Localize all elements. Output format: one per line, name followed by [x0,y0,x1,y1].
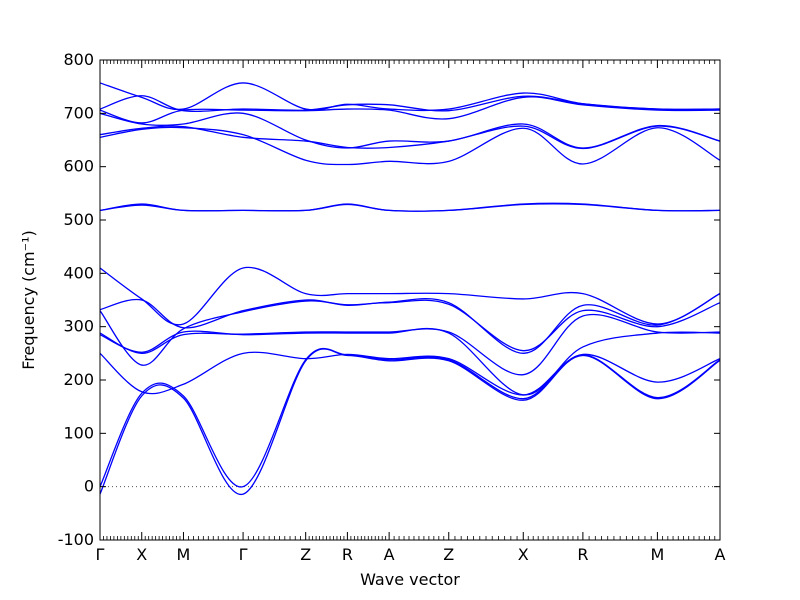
x-tick-label: Γ [239,545,248,564]
y-tick-label: 200 [63,370,94,389]
band-line-4 [99,112,721,149]
band-line-9 [99,266,721,326]
band-line-13 [99,327,721,396]
band-line-5 [99,125,721,150]
band-line-11 [99,299,721,366]
band-line-15 [99,347,721,488]
band-line-8 [99,203,721,212]
x-tick-label: A [715,545,726,564]
x-tick-label: X [136,545,147,564]
x-tick-label: X [518,545,529,564]
y-tick-label: 400 [63,263,94,282]
x-tick-label: R [342,545,353,564]
series-layer [99,82,721,495]
plot-frame [99,59,721,541]
band-line-12 [99,313,721,376]
y-tick-label: -100 [58,530,94,549]
y-tick-label: 800 [63,50,94,69]
y-tick-label: 500 [63,210,94,229]
band-line-14 [99,351,721,396]
x-tick-label: M [650,545,664,564]
y-tick-label: 300 [63,317,94,336]
axis-layer: -100 0 100 200 300 400 500 600 700 800 Γ X M Γ Z R A Z X R M… [58,50,726,564]
y-tick-label: 100 [63,423,94,442]
x-tick-label: Z [300,545,311,564]
x-tick-label: Γ [96,545,105,564]
x-tick-label: Z [443,545,454,564]
x-tick-label: A [384,545,395,564]
x-tick-label: R [577,545,588,564]
y-axis-label: Frequency (cm⁻¹) [19,230,38,369]
band-line-7 [99,202,721,212]
x-tick-label: M [177,545,191,564]
band-line-3 [99,96,721,124]
y-tick-label: 0 [84,477,94,496]
y-tick-label: 700 [63,103,94,122]
band-line-16 [99,348,721,495]
x-axis-label: Wave vector [360,570,460,589]
y-tick-label: 600 [63,157,94,176]
band-line-6 [99,126,721,166]
band-line-1 [99,82,721,112]
